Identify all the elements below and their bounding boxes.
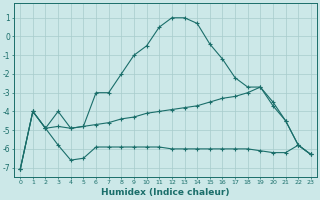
X-axis label: Humidex (Indice chaleur): Humidex (Indice chaleur) [101,188,230,197]
